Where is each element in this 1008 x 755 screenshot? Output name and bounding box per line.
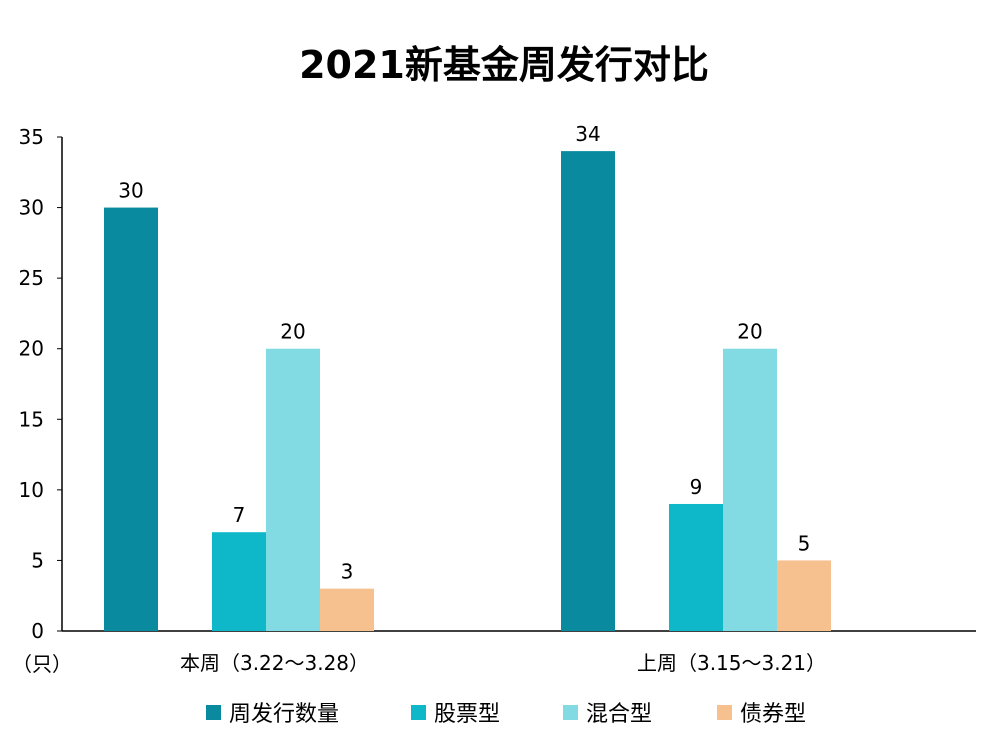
y-tick-label: 35 [19,125,44,149]
unit-label: （只） [12,652,72,676]
category-labels-group: 本周（3.22～3.28） 上周（3.15～3.21） [180,651,826,675]
bar-4-2 [777,560,831,631]
bar-2-2 [669,503,723,631]
y-tick-label: 10 [19,478,44,502]
y-tick-label: 5 [31,548,44,572]
y-tick-label: 30 [19,196,44,220]
y-tick-label: 15 [19,407,44,431]
data-label: 3 [341,560,354,584]
legend-swatch [717,705,732,720]
y-tick-label: 25 [19,266,44,290]
data-label: 20 [737,320,762,344]
data-label: 5 [798,531,811,555]
y-axis-ticks: 0 5 10 15 20 25 30 35 [19,125,62,643]
y-tick-label: 0 [31,619,44,643]
legend: 周发行数量 股票型 混合型 债券型 [206,702,806,727]
legend-label: 债券型 [740,702,806,727]
data-label: 9 [690,475,703,499]
legend-swatch [563,705,578,720]
legend-label: 周发行数量 [229,702,339,727]
data-labels-group: 30 7 20 3 34 9 20 5 [118,122,810,584]
legend-label: 混合型 [586,702,652,727]
data-label: 30 [118,179,143,203]
legend-swatch [411,705,426,720]
y-tick-label: 20 [19,337,44,361]
bar-4-1 [320,588,374,631]
data-label: 34 [575,122,600,146]
bars-group [104,151,831,632]
bar-2-1 [212,532,266,631]
bar-3-1 [266,348,320,631]
category-label: 本周（3.22～3.28） [180,651,369,675]
bar-1-1 [104,207,158,632]
chart-title: 2021新基金周发行对比 [299,43,709,87]
legend-label: 股票型 [434,702,500,727]
bar-3-2 [723,348,777,631]
bar-1-2 [561,151,615,631]
category-label: 上周（3.15～3.21） [637,651,826,675]
data-label: 7 [233,503,246,527]
data-label: 20 [280,320,305,344]
legend-swatch [206,705,221,720]
